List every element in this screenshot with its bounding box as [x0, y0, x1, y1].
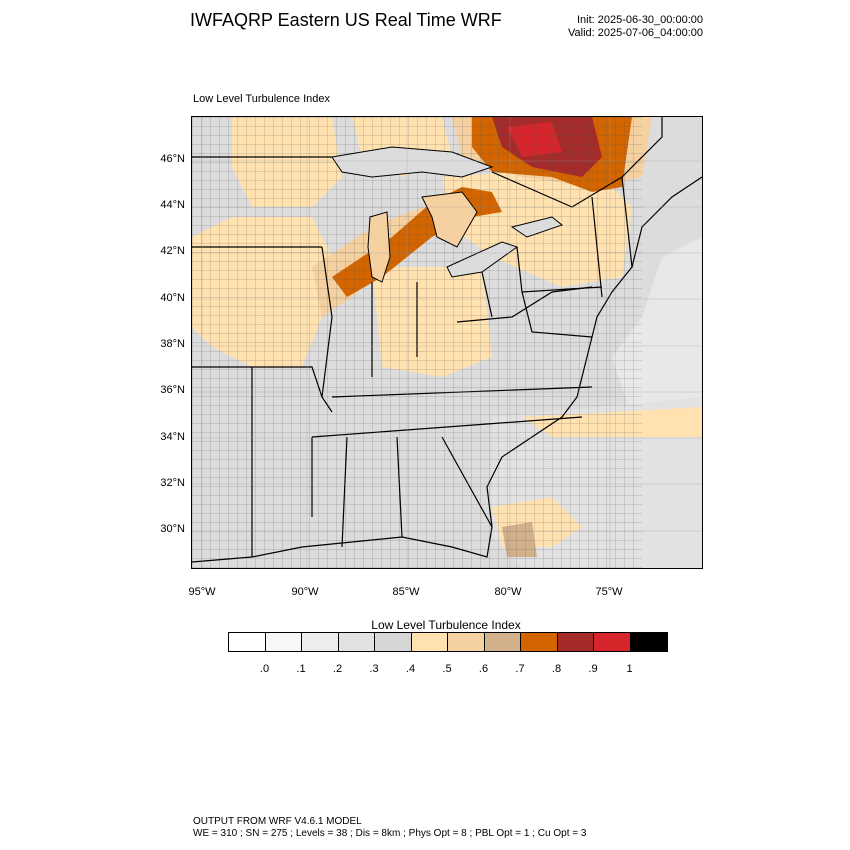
colorbar-tick-label: .6 [478, 663, 489, 675]
coastline [192, 176, 702, 563]
model-options: WE = 310 ; SN = 275 ; Levels = 38 ; Dis … [193, 828, 587, 839]
international-border [192, 117, 663, 208]
model-info: OUTPUT FROM WRF V4.6.1 MODEL [193, 816, 362, 827]
colorbar-swatch [448, 633, 485, 651]
lon-label: 80°W [494, 586, 522, 598]
colorbar-tick-label: .2 [332, 663, 343, 675]
colorbar-swatch [411, 633, 448, 651]
colorbar-tick-label: .9 [588, 663, 598, 675]
colorbar-tick-label: .5 [442, 663, 452, 675]
lat-label: 42°N [160, 245, 185, 257]
colorbar-swatch [375, 633, 412, 651]
turbulence-map [191, 116, 703, 569]
colorbar-swatch [630, 633, 667, 651]
lon-label: 75°W [595, 586, 623, 598]
colorbar-swatch [521, 633, 558, 651]
init-time: Init: 2025-06-30_00:00:00 [577, 14, 703, 26]
colorbar-tick-label: .8 [551, 663, 562, 675]
lat-label: 34°N [160, 431, 185, 443]
colorbar-swatch [484, 633, 521, 651]
colorbar-swatch [302, 633, 339, 651]
colorbar-swatch [594, 633, 631, 651]
colorbar-title: Low Level Turbulence Index [371, 618, 521, 632]
lat-label: 30°N [160, 523, 185, 535]
colorbar-swatch [265, 633, 302, 651]
lat-label: 38°N [160, 338, 185, 350]
colorbar-tick-label: .7 [515, 663, 525, 675]
lat-label: 44°N [160, 199, 185, 211]
colorbar-swatch [338, 633, 375, 651]
valid-time: Valid: 2025-07-06_04:00:00 [568, 27, 703, 39]
colorbar-tick-label: .0 [259, 663, 270, 675]
lat-label: 36°N [160, 384, 185, 396]
colorbar-swatch [229, 633, 266, 651]
panel-title: Low Level Turbulence Index [193, 93, 330, 105]
lake-huron [421, 191, 478, 248]
colorbar-tick-label: 1 [626, 663, 633, 675]
lake-erie [446, 241, 519, 278]
lake-superior [331, 146, 494, 178]
colorbar-tick-label: .1 [296, 663, 306, 675]
colorbar [228, 632, 668, 652]
lon-label: 85°W [392, 586, 420, 598]
colorbar-tick-label: .3 [369, 663, 379, 675]
lake-michigan [367, 211, 391, 283]
lake-ontario [510, 216, 564, 238]
lon-label: 95°W [188, 586, 216, 598]
lat-label: 46°N [160, 153, 185, 165]
graticule [192, 117, 702, 568]
lat-label: 40°N [160, 292, 185, 304]
colorbar-swatch [557, 633, 594, 651]
colorbar-tick-label: .4 [405, 663, 416, 675]
plot-title: IWFAQRP Eastern US Real Time WRF [190, 10, 502, 30]
lon-label: 90°W [291, 586, 319, 598]
lat-label: 32°N [160, 477, 185, 489]
